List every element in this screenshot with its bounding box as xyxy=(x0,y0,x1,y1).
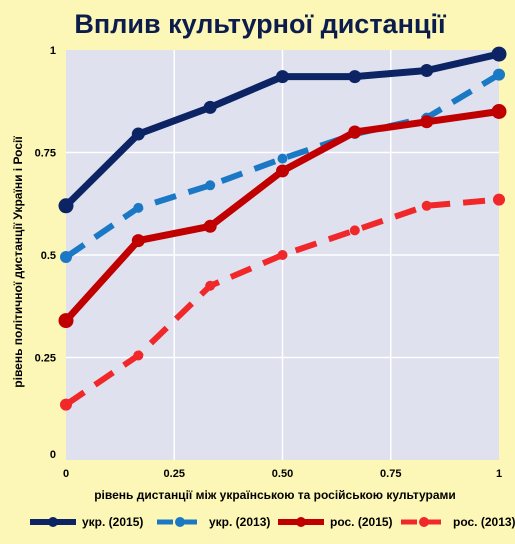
data-point xyxy=(493,68,505,81)
x-tick-label: 0.75 xyxy=(380,468,401,480)
legend-label: рос. (2013) xyxy=(453,515,515,529)
data-point xyxy=(131,234,145,248)
series-lines xyxy=(58,46,507,411)
data-point xyxy=(348,70,362,84)
series-3 xyxy=(58,104,507,329)
legend-label: укр. (2013) xyxy=(209,515,270,529)
y-tick-label: 1 xyxy=(50,45,56,57)
series-4 xyxy=(60,193,505,411)
legend-item: укр. (2013) xyxy=(157,515,270,529)
y-tick-label: 0.25 xyxy=(35,353,56,365)
data-point xyxy=(491,104,507,119)
data-point xyxy=(133,202,144,213)
data-point xyxy=(203,100,217,114)
legend-marker xyxy=(296,517,306,527)
data-point xyxy=(493,193,505,206)
data-point xyxy=(131,127,145,141)
chart-title: Вплив культурної дистанції xyxy=(74,9,447,39)
data-point xyxy=(348,125,362,139)
legend-item: укр. (2015) xyxy=(30,515,143,529)
legend-item: рос. (2015) xyxy=(278,515,393,529)
tick-labels: 0 0.25 0.50 0.75 1 0 0.25 0.5 0.75 1 xyxy=(35,45,502,480)
data-point xyxy=(276,70,289,84)
data-point xyxy=(60,251,72,264)
legend-marker xyxy=(419,517,429,527)
data-point xyxy=(58,198,74,214)
y-tick-label: 0 xyxy=(50,449,56,461)
legend-marker xyxy=(175,517,185,527)
data-point xyxy=(205,280,216,291)
data-point xyxy=(60,398,72,411)
data-point xyxy=(420,115,434,129)
legend-item: рос. (2013) xyxy=(401,515,515,529)
legend-marker xyxy=(48,517,58,527)
data-point xyxy=(276,164,289,178)
legend: укр. (2015) укр. (2013) рос. (2015) рос. (2… xyxy=(30,515,515,529)
legend-label: укр. (2015) xyxy=(82,515,143,529)
data-point xyxy=(491,46,507,62)
x-tick-label: 0 xyxy=(63,468,69,480)
data-point xyxy=(205,180,216,191)
data-point xyxy=(203,219,217,233)
y-tick-label: 0.5 xyxy=(41,250,56,262)
data-point xyxy=(349,225,360,236)
data-point xyxy=(277,153,288,164)
series-1 xyxy=(58,46,507,214)
x-tick-label: 0.25 xyxy=(164,468,185,480)
x-axis-label: рівень дистанції між українською та росі… xyxy=(94,488,456,502)
data-point xyxy=(58,313,74,329)
y-axis-label: рівень політичної дистанції України і Ро… xyxy=(11,136,25,388)
data-point xyxy=(421,200,432,211)
data-point xyxy=(133,350,144,361)
data-point xyxy=(420,64,434,77)
x-tick-label: 0.50 xyxy=(272,468,293,480)
legend-label: рос. (2015) xyxy=(330,515,393,529)
x-tick-label: 1 xyxy=(496,468,502,480)
data-point xyxy=(277,250,288,260)
y-tick-label: 0.75 xyxy=(35,148,56,160)
